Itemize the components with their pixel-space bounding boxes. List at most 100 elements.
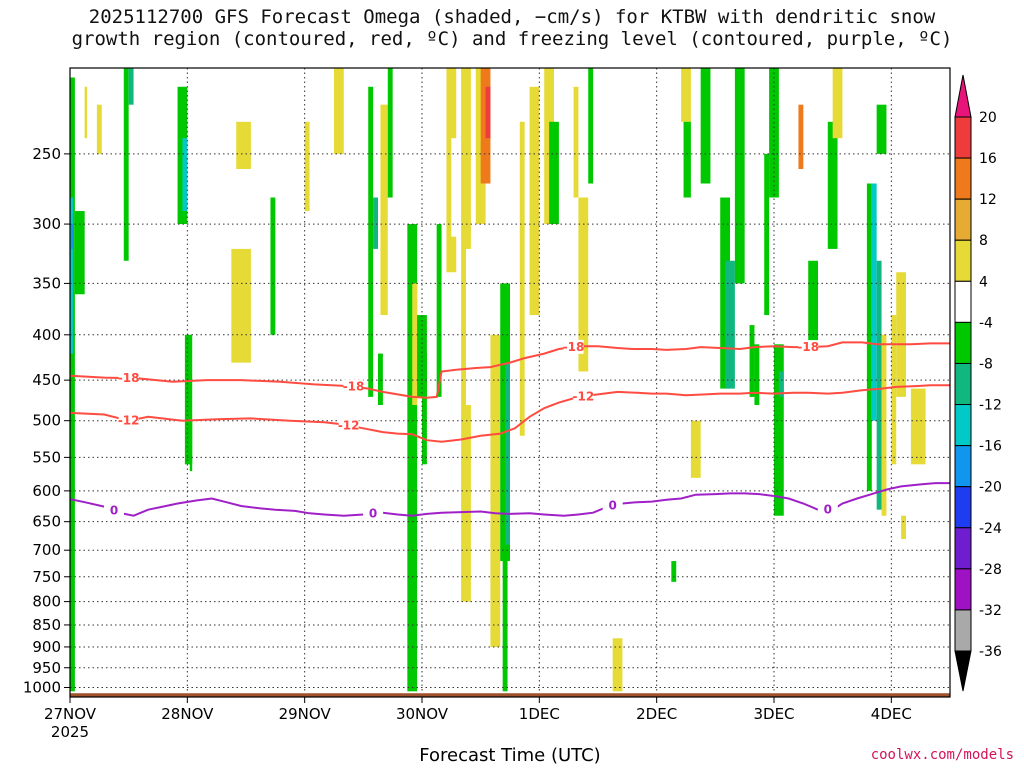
colorbar-segment [954,157,972,200]
omega-cell [270,197,276,335]
omega-cell [70,197,73,354]
contour-line [69,341,950,399]
colorbar-segment [954,568,972,611]
colorbar-tick-label: 4 [979,274,988,290]
omega-cell [466,248,476,405]
omega-cell [387,68,393,198]
credit-link[interactable]: coolwx.com/models [870,747,1014,763]
omega-cell [189,420,193,472]
contour-label: -12 [118,414,140,428]
omega-cell [725,260,735,389]
omega-cell [490,334,501,647]
colorbar-tick-label: 12 [979,192,997,208]
omega-cell [412,283,418,405]
omega-cell [683,121,691,198]
y-tick-label: 450 [32,371,61,389]
title-line-1: 2025112700 GFS Forecast Omega (shaded, −… [88,6,936,28]
colorbar-tick-label: -36 [979,644,1002,660]
colorbar-tick-label: 8 [979,233,988,249]
omega-cell [754,344,760,405]
omega-cell [690,420,701,478]
contour-label: -12 [338,418,360,432]
colorbar-segment [954,609,972,652]
omega-cell [749,325,755,397]
x-tick-label: 29NOV [279,705,332,723]
omega-cell [373,197,378,249]
omega-cell [74,211,85,295]
omega-cell [876,260,882,510]
omega-cell [529,86,540,316]
omega-cell [915,396,921,421]
omega-cell [451,138,462,237]
omega-cell [871,183,877,421]
omega-cell [368,86,374,397]
colorbar-segment [954,116,972,159]
y-tick-label: 750 [32,568,61,586]
omega-cell [778,371,784,397]
contour-line [69,384,950,443]
colorbar-top-arrow [954,74,972,118]
contour-label-bg [563,339,584,354]
omega-cell [70,224,73,249]
grid [70,68,950,697]
y-tick-label: 500 [32,412,61,430]
colorbar-segment [954,486,972,529]
omega-cell [380,104,388,316]
omega-cell [436,224,442,397]
omega-cell [334,68,344,154]
y-tick-label: 650 [32,513,61,531]
x-year-label: 2025 [51,723,89,741]
omega-cell [231,248,251,363]
colorbar-segment [954,198,972,241]
contour-label-bg [104,503,124,518]
axes: 250 300 350 400 450 500 550 600 650 700 750 800 850 9… [23,145,912,741]
x-tick-label: 27NOV [44,705,97,723]
y-tick-label: 600 [32,482,61,500]
y-tick-label: 950 [32,659,61,677]
omega-cell [573,86,579,198]
colorbar-segment [954,280,972,323]
omega-cell [378,353,383,405]
y-tick-label: 700 [32,541,61,559]
omega-cell [808,260,818,345]
omega-cell [422,353,427,465]
colorbar-bottom-arrow [954,650,972,692]
contour-label-bg [118,371,139,386]
omega-cell [700,68,711,184]
omega-cell [769,68,779,198]
y-tick-label: 900 [32,638,61,656]
contours: -18 -18 -18 -18 -12 -12 -12 0 0 0 0 [69,339,950,521]
omega-cell [578,197,589,372]
omega-cell [910,388,926,465]
colorbar-tick-label: -4 [979,315,993,331]
y-tick-label: 250 [32,145,61,163]
colorbar-segment [954,445,972,488]
contour-label: 0 [608,499,616,513]
colorbar-segment [954,527,972,570]
colorbar: 20 16 12 8 4 -4 -8 -12 -16 -20 -24 -28 -32 -36 [954,74,1002,692]
omega-cell [304,121,310,212]
omega-cell [798,104,804,169]
omega-cell [901,515,906,540]
contour-label-bg [363,506,384,521]
y-tick-label: 850 [32,616,61,634]
omega-cell [896,272,906,397]
contour-label: 0 [369,507,377,521]
y-tick-label: 400 [32,326,61,344]
x-tick-label: 3DEC [753,705,794,723]
omega-cell [588,68,594,184]
contour-label: -12 [572,389,594,403]
omega-cell [184,334,193,465]
contour-label-bg [343,379,364,394]
contour-line [69,482,950,517]
contour-label: -18 [563,340,585,354]
omega-cell [681,68,691,122]
y-tick-label: 1000 [23,678,61,696]
colorbar-tick-label: -20 [979,480,1002,496]
contour-label: -18 [797,340,819,354]
omega-cell [891,315,897,465]
x-tick-label: 4DEC [871,705,912,723]
omega-cell [84,86,88,139]
contour-label-bg [798,340,819,355]
colorbar-segment [954,321,972,364]
